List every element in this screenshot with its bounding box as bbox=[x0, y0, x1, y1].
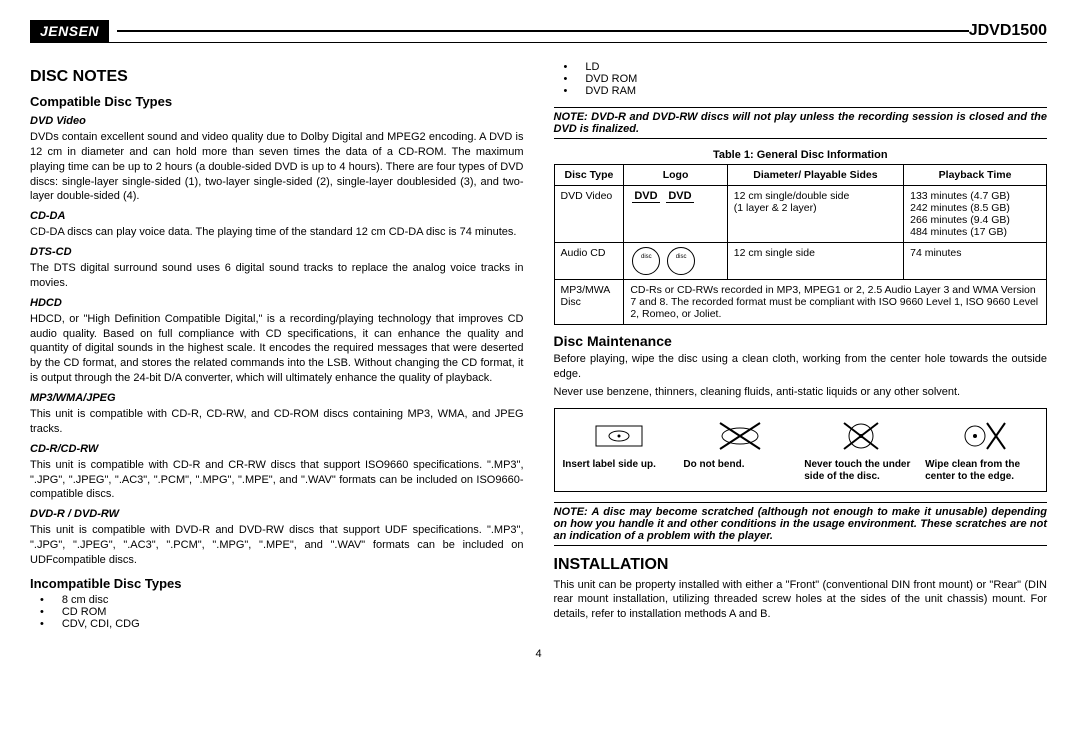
insert-label-icon bbox=[563, 417, 676, 455]
disc-notes-heading: DISC NOTES bbox=[30, 68, 524, 86]
cell-type: MP3/MWA Disc bbox=[554, 280, 624, 325]
incompatible-list: 8 cm disc CD ROM CDV, CDI, CDG bbox=[30, 594, 524, 630]
maint-label: Never touch the under side of the disc. bbox=[804, 459, 910, 482]
dvdr-text: This unit is compatible with DVD-R and D… bbox=[30, 523, 524, 568]
do-not-bend-icon bbox=[683, 417, 796, 455]
dvdr-heading: DVD-R / DVD-RW bbox=[30, 508, 524, 520]
disc-info-table: Disc Type Logo Diameter/ Playable Sides … bbox=[554, 164, 1048, 325]
right-column: LD DVD ROM DVD RAM NOTE: DVD-R and DVD-R… bbox=[554, 58, 1048, 633]
cd-logo-icon: disc bbox=[632, 247, 660, 275]
brand-logo: JENSEN bbox=[30, 20, 109, 42]
model-number: JDVD1500 bbox=[969, 22, 1047, 40]
table-row: Audio CD disc disc 12 cm single side 74 … bbox=[554, 243, 1047, 280]
installation-text: This unit can be property installed with… bbox=[554, 578, 1048, 623]
cdda-heading: CD-DA bbox=[30, 210, 524, 222]
cdda-text: CD-DA discs can play voice data. The pla… bbox=[30, 225, 524, 240]
table-row: MP3/MWA Disc CD-Rs or CD-RWs recorded in… bbox=[554, 280, 1047, 325]
th-playback: Playback Time bbox=[904, 165, 1047, 186]
th-disc-type: Disc Type bbox=[554, 165, 624, 186]
compatible-heading: Compatible Disc Types bbox=[30, 94, 524, 109]
list-item: DVD ROM bbox=[564, 73, 1048, 85]
cell-logo-dvd: DVD DVD bbox=[624, 186, 727, 243]
wipe-clean-icon bbox=[925, 417, 1038, 455]
hdcd-text: HDCD, or "High Definition Compatible Dig… bbox=[30, 312, 524, 386]
maint-label: Insert label side up. bbox=[563, 459, 656, 470]
cell-time: 74 minutes bbox=[904, 243, 1047, 280]
cdr-text: This unit is compatible with CD-R and CR… bbox=[30, 458, 524, 503]
th-logo: Logo bbox=[624, 165, 727, 186]
cell-type: Audio CD bbox=[554, 243, 624, 280]
dvd-video-text: DVDs contain excellent sound and video q… bbox=[30, 130, 524, 204]
incompatible-list-cont: LD DVD ROM DVD RAM bbox=[554, 61, 1048, 97]
hdcd-heading: HDCD bbox=[30, 297, 524, 309]
th-diameter: Diameter/ Playable Sides bbox=[727, 165, 903, 186]
maint-item: Do not bend. bbox=[683, 417, 796, 483]
cell-logo-cd: disc disc bbox=[624, 243, 727, 280]
dvd-logo-icon: DVD bbox=[666, 190, 693, 203]
list-item: CD ROM bbox=[40, 606, 524, 618]
dts-text: The DTS digital surround sound uses 6 di… bbox=[30, 261, 524, 291]
dvd-video-heading: DVD Video bbox=[30, 115, 524, 127]
header-rule bbox=[117, 30, 969, 32]
cell-mp3-desc: CD-Rs or CD-RWs recorded in MP3, MPEG1 o… bbox=[624, 280, 1047, 325]
list-item: LD bbox=[564, 61, 1048, 73]
installation-heading: INSTALLATION bbox=[554, 556, 1048, 574]
maintenance-text-2: Never use benzene, thinners, cleaning fl… bbox=[554, 385, 1048, 400]
maint-item: Wipe clean from the center to the edge. bbox=[925, 417, 1038, 483]
maintenance-diagram-box: Insert label side up. Do not bend. Never… bbox=[554, 408, 1048, 492]
note-dvdr-finalize: NOTE: DVD-R and DVD-RW discs will not pl… bbox=[554, 107, 1048, 139]
incompatible-heading: Incompatible Disc Types bbox=[30, 576, 524, 591]
page-header: JENSEN JDVD1500 bbox=[30, 20, 1047, 43]
dts-heading: DTS-CD bbox=[30, 246, 524, 258]
table-caption: Table 1: General Disc Information bbox=[554, 149, 1048, 161]
content-columns: DISC NOTES Compatible Disc Types DVD Vid… bbox=[30, 58, 1047, 633]
list-item: DVD RAM bbox=[564, 85, 1048, 97]
maint-label: Do not bend. bbox=[683, 459, 744, 470]
cell-type: DVD Video bbox=[554, 186, 624, 243]
list-item: 8 cm disc bbox=[40, 594, 524, 606]
page-number: 4 bbox=[30, 648, 1047, 660]
cell-time: 133 minutes (4.7 GB) 242 minutes (8.5 GB… bbox=[904, 186, 1047, 243]
mp3-heading: MP3/WMA/JPEG bbox=[30, 392, 524, 404]
table-row: DVD Video DVD DVD 12 cm single/double si… bbox=[554, 186, 1047, 243]
dvd-logo-icon: DVD bbox=[632, 190, 659, 203]
left-column: DISC NOTES Compatible Disc Types DVD Vid… bbox=[30, 58, 524, 633]
disc-maintenance-heading: Disc Maintenance bbox=[554, 333, 1048, 349]
cd-logo-icon: disc bbox=[667, 247, 695, 275]
maintenance-text-1: Before playing, wipe the disc using a cl… bbox=[554, 352, 1048, 382]
mp3-text: This unit is compatible with CD-R, CD-RW… bbox=[30, 407, 524, 437]
maint-item: Never touch the under side of the disc. bbox=[804, 417, 917, 483]
cell-diameter: 12 cm single side bbox=[727, 243, 903, 280]
note-scratches: NOTE: A disc may become scratched (altho… bbox=[554, 502, 1048, 546]
table-header-row: Disc Type Logo Diameter/ Playable Sides … bbox=[554, 165, 1047, 186]
maint-label: Wipe clean from the center to the edge. bbox=[925, 459, 1020, 482]
cdr-heading: CD-R/CD-RW bbox=[30, 443, 524, 455]
list-item: CDV, CDI, CDG bbox=[40, 618, 524, 630]
cell-diameter: 12 cm single/double side (1 layer & 2 la… bbox=[727, 186, 903, 243]
maint-item: Insert label side up. bbox=[563, 417, 676, 483]
never-touch-icon bbox=[804, 417, 917, 455]
